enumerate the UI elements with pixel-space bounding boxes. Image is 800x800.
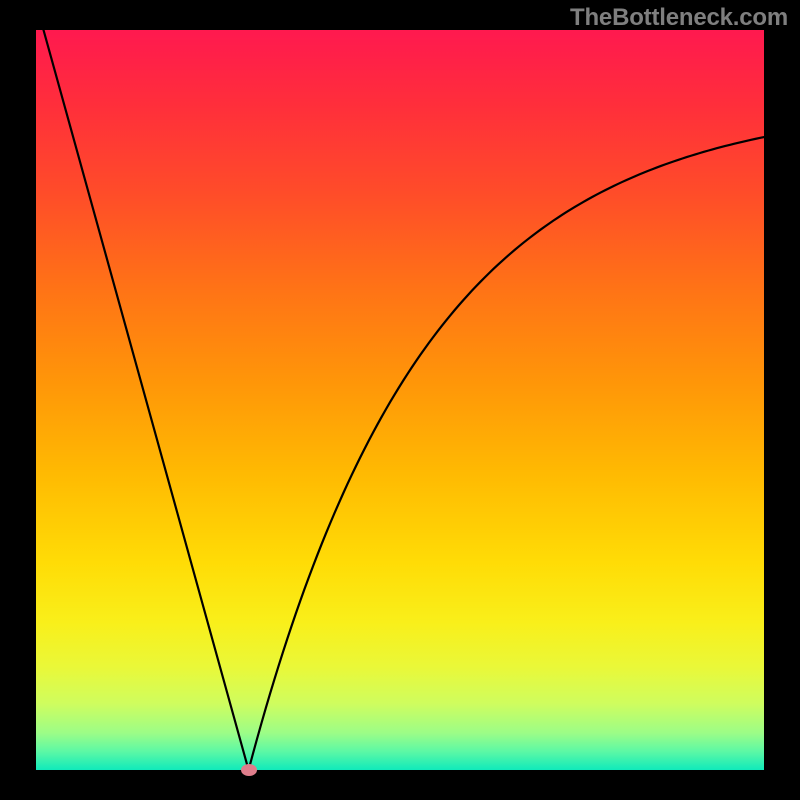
chart-root: TheBottleneck.com — [0, 0, 800, 800]
curve-layer — [0, 0, 800, 800]
optimum-marker — [241, 764, 257, 776]
bottleneck-curve — [44, 30, 764, 770]
